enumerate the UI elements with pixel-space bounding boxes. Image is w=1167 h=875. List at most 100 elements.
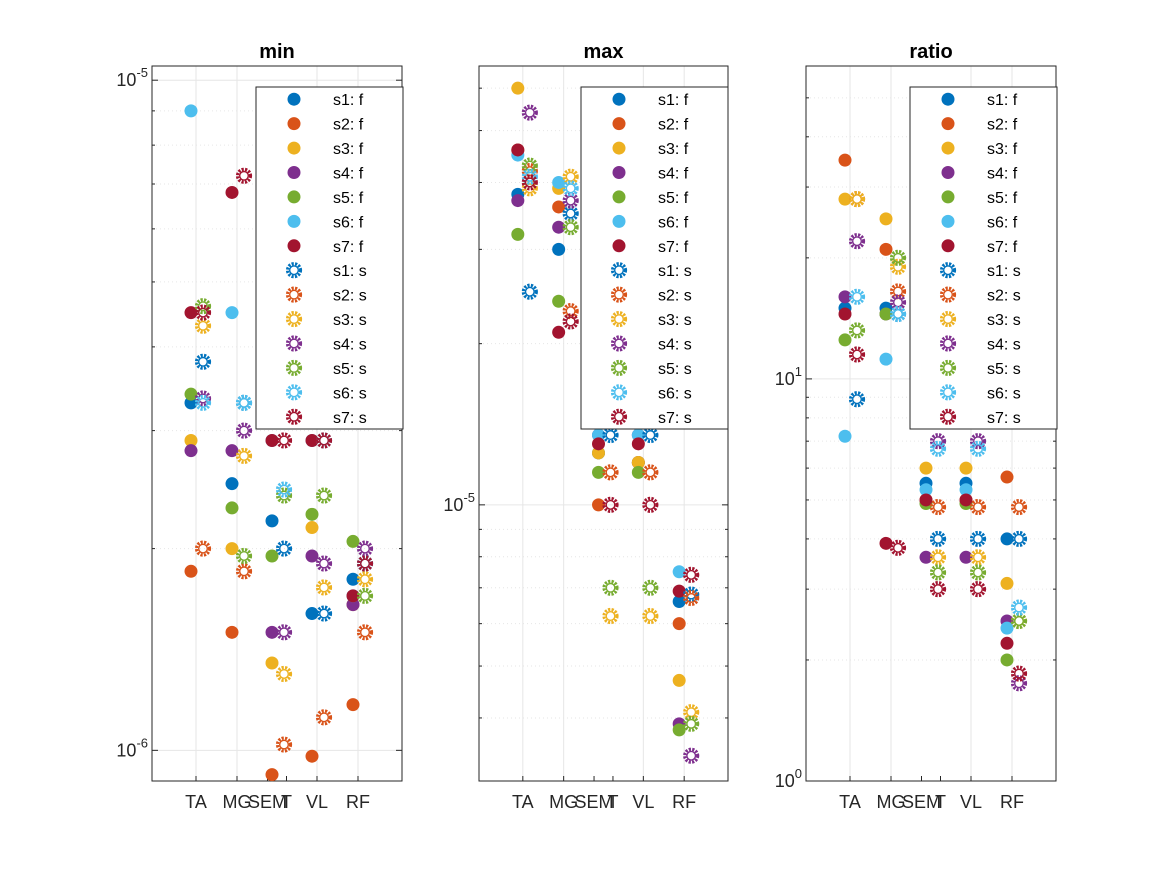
data-point-open — [969, 530, 987, 548]
y-tick-label: 10-5 — [116, 65, 148, 90]
data-point-open — [235, 547, 253, 565]
data-point-open — [683, 589, 700, 607]
data-point-filled — [305, 749, 319, 763]
data-point-open — [889, 249, 907, 266]
data-point-open — [521, 283, 538, 300]
data-point-open — [194, 304, 212, 321]
legend: s1: f s2: f s3: f s4: f s5: f s6: f s7: f s1: s… — [909, 86, 1058, 430]
data-point-filled — [511, 227, 525, 241]
legend-box — [255, 86, 404, 430]
data-point-open — [315, 555, 333, 572]
legend-marker-filled — [612, 117, 626, 131]
axes-title: ratio — [909, 41, 952, 63]
data-point-open — [969, 581, 987, 598]
data-point-open — [642, 464, 659, 481]
data-point-filled — [672, 673, 686, 687]
legend-label: s5: s — [987, 361, 1021, 378]
data-point-open — [315, 487, 333, 504]
legend-marker-open — [285, 384, 303, 401]
data-point-open — [642, 579, 659, 596]
data-point-filled — [184, 387, 198, 401]
data-point-open — [356, 624, 374, 641]
data-point-filled — [1000, 621, 1014, 635]
data-point-filled — [838, 307, 852, 321]
data-point-open — [356, 571, 374, 588]
data-point-open — [235, 167, 253, 184]
legend-marker-filled — [612, 92, 626, 106]
legend: s1: f s2: f s3: f s4: f s5: f s6: f s7: f s1: s… — [580, 86, 729, 430]
data-point-open — [275, 540, 293, 557]
data-point-open — [194, 317, 212, 334]
legend-label: s3: f — [333, 141, 364, 158]
data-point-open — [1010, 530, 1028, 548]
data-point-open — [1010, 498, 1028, 516]
x-tick-label: SEM — [248, 792, 287, 812]
legend-marker-open — [939, 384, 957, 401]
legend-label: s2: s — [658, 288, 692, 305]
data-point-filled — [511, 81, 525, 95]
data-point-filled — [305, 433, 319, 447]
data-point-filled — [672, 594, 686, 608]
data-point-open — [194, 394, 212, 411]
data-point-filled — [346, 589, 360, 603]
legend-box — [580, 86, 729, 430]
legend-marker-filled — [612, 190, 626, 204]
legend-label: s1: s — [658, 263, 692, 280]
legend-marker-open — [610, 262, 628, 279]
legend-box — [909, 86, 1058, 430]
data-point-filled — [838, 153, 852, 167]
x-tick-label: TA — [185, 792, 207, 812]
x-tick-label: RF — [1000, 792, 1024, 812]
data-point-open — [602, 464, 619, 481]
data-point-open — [929, 498, 947, 516]
legend-marker-filled — [612, 166, 626, 179]
legend-marker-filled — [941, 214, 955, 228]
data-point-filled — [346, 698, 360, 712]
data-point-filled — [552, 200, 566, 214]
x-tick-label: MG — [877, 792, 906, 812]
legend-label: s1: f — [333, 92, 364, 109]
legend-label: s1: f — [658, 92, 689, 109]
data-point-open — [929, 581, 947, 598]
data-point-filled — [265, 768, 279, 782]
legend-marker-filled — [941, 166, 955, 179]
data-point-filled — [959, 550, 973, 564]
data-point-open — [602, 426, 619, 444]
data-point-open — [969, 433, 987, 450]
x-tick-label: TA — [839, 792, 861, 812]
y-tick-label: 101 — [775, 364, 802, 389]
legend-label: s5: s — [333, 361, 367, 378]
legend-marker-open — [939, 310, 957, 328]
legend-label: s6: s — [987, 385, 1021, 402]
data-point-open — [929, 564, 947, 581]
legend-label: s6: f — [333, 214, 364, 231]
legend-marker-filled — [287, 239, 301, 253]
legend-label: s7: s — [333, 410, 367, 427]
data-point-filled — [184, 433, 198, 447]
data-point-filled — [552, 325, 566, 339]
legend-label: s5: f — [333, 190, 364, 207]
data-point-open — [1010, 665, 1028, 682]
data-point-filled — [511, 143, 525, 157]
data-point-filled — [225, 625, 239, 639]
data-point-filled — [1000, 636, 1014, 650]
data-point-filled — [672, 584, 686, 598]
data-point-filled — [1000, 532, 1014, 546]
data-point-open — [848, 391, 866, 408]
data-point-filled — [184, 564, 198, 578]
data-point-filled — [1000, 470, 1014, 484]
data-point-filled — [265, 514, 279, 528]
data-point-filled — [631, 455, 645, 469]
data-point-filled — [919, 493, 933, 507]
data-point-filled — [672, 617, 686, 631]
legend-marker-filled — [287, 141, 301, 155]
data-point-filled — [1000, 576, 1014, 590]
legend-label: s7: f — [333, 239, 364, 256]
legend-label: s3: s — [658, 312, 692, 329]
legend-label: s4: f — [987, 166, 1018, 183]
legend-marker-filled — [287, 92, 301, 106]
data-point-filled — [879, 212, 893, 226]
legend-marker-filled — [612, 239, 626, 253]
data-point-open — [683, 747, 700, 764]
